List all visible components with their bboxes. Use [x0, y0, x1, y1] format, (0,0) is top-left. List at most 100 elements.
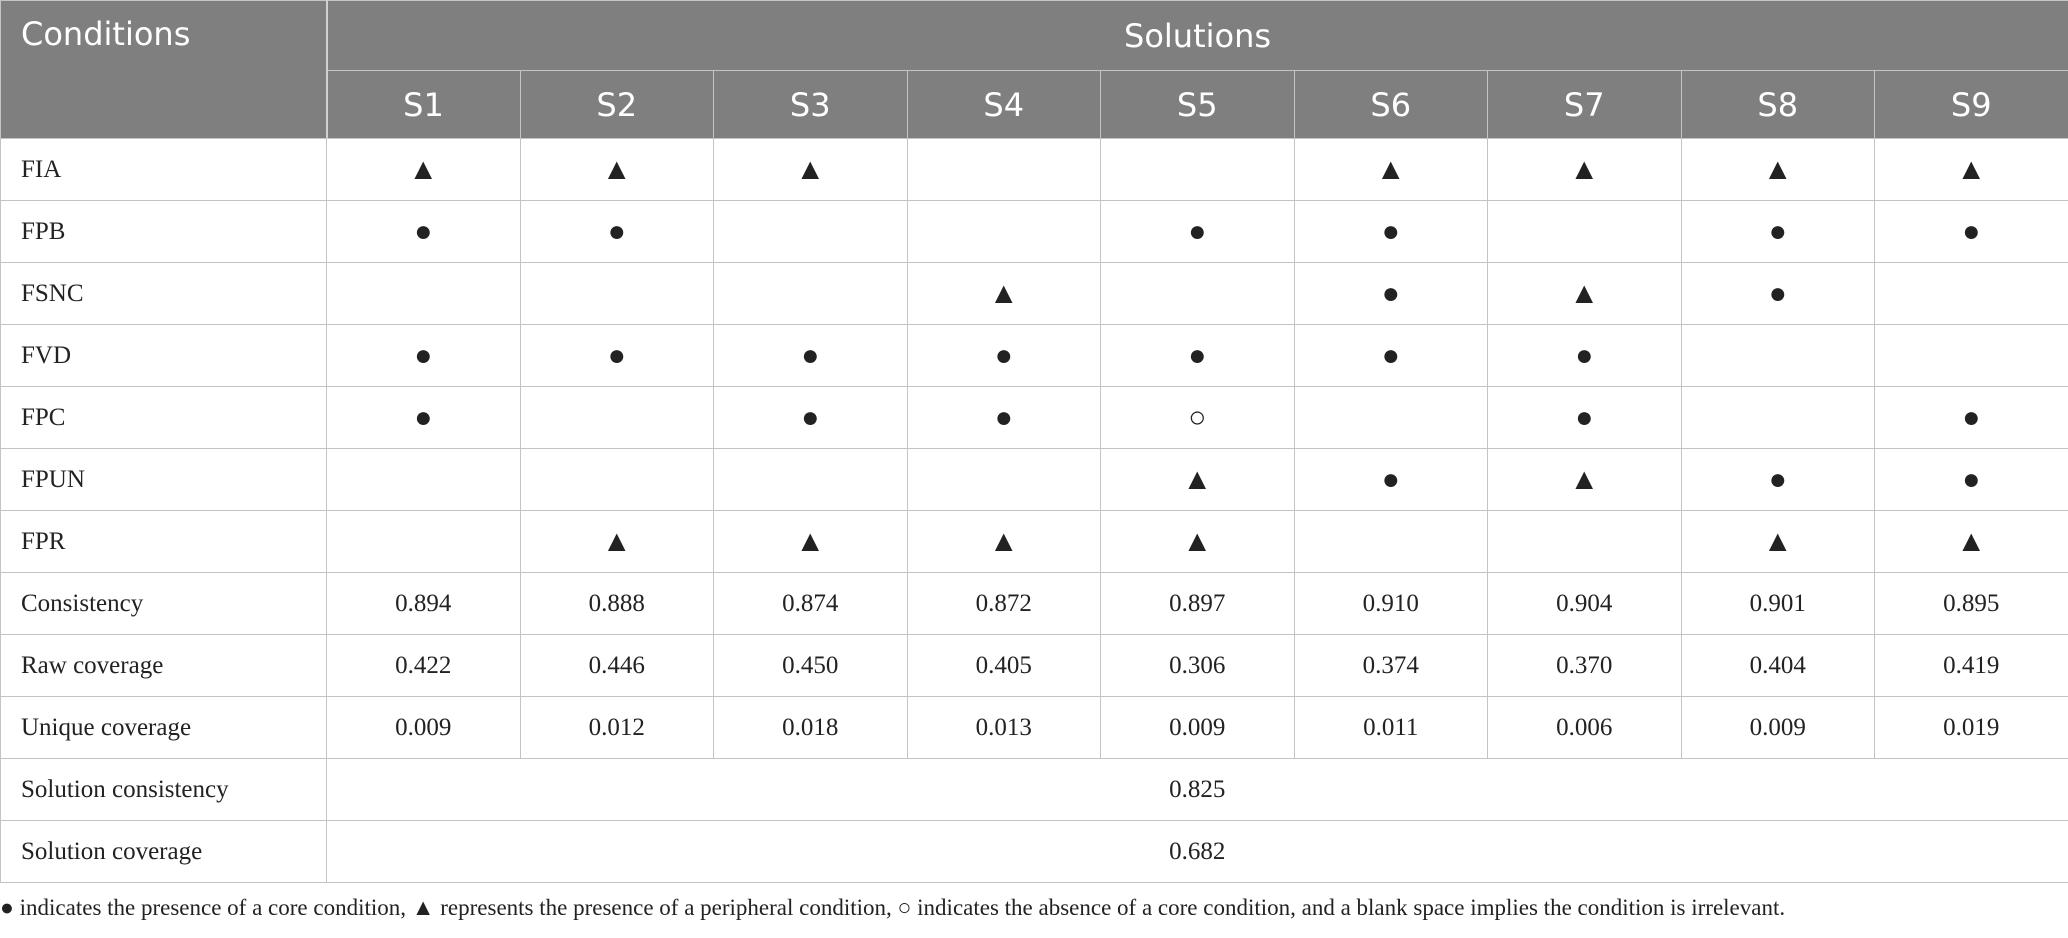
cell: ▲: [326, 138, 521, 201]
column-header: S4: [906, 70, 1101, 139]
cell: 0.910: [1293, 572, 1488, 635]
table-row: FPB ● ● ● ● ● ●: [0, 200, 2068, 263]
cell: ●: [1874, 386, 2068, 449]
cell: 0.009: [1100, 696, 1295, 759]
cell: ●: [519, 324, 714, 387]
cell: 0.904: [1487, 572, 1682, 635]
cell: 0.419: [1874, 634, 2068, 697]
cell: ●: [326, 386, 521, 449]
cell: ▲: [519, 138, 714, 201]
cell: 0.306: [1100, 634, 1295, 697]
empty-cell: [1874, 262, 2068, 325]
column-header: S8: [1680, 70, 1875, 139]
cell: 0.894: [326, 572, 521, 635]
column-header: S2: [519, 70, 714, 139]
empty-cell: [713, 448, 908, 511]
conditions-header: Conditions: [0, 0, 328, 139]
cell: 0.013: [906, 696, 1101, 759]
empty-cell: [1487, 200, 1682, 263]
cell: ●: [1680, 262, 1875, 325]
row-label: Solution consistency: [0, 758, 327, 821]
cell: ▲: [1680, 510, 1875, 573]
cell: 0.405: [906, 634, 1101, 697]
cell: 0.888: [519, 572, 714, 635]
column-header: S5: [1100, 70, 1295, 139]
cell: ●: [1680, 448, 1875, 511]
cell: ●: [1680, 200, 1875, 263]
column-header: S3: [713, 70, 908, 139]
results-table: Conditions Solutions S1 S2 S3 S4 S5 S6 S7 S8 S9 …: [0, 0, 2068, 883]
cell: ○: [1100, 386, 1295, 449]
cell: 0.450: [713, 634, 908, 697]
cell: ▲: [1874, 138, 2068, 201]
summary-value: 0.682: [326, 820, 2068, 883]
column-header: S9: [1874, 70, 2068, 139]
cell: 0.446: [519, 634, 714, 697]
row-label: Raw coverage: [0, 634, 327, 697]
cell: ●: [1100, 324, 1295, 387]
cell: ▲: [1487, 138, 1682, 201]
cell: ▲: [713, 510, 908, 573]
empty-cell: [519, 262, 714, 325]
row-label: Unique coverage: [0, 696, 327, 759]
cell: 0.872: [906, 572, 1101, 635]
empty-cell: [713, 200, 908, 263]
cell: 0.006: [1487, 696, 1682, 759]
empty-cell: [519, 448, 714, 511]
cell: ●: [519, 200, 714, 263]
cell: 0.019: [1874, 696, 2068, 759]
table-row: FPUN ▲ ● ▲ ● ●: [0, 448, 2068, 511]
cell: 0.009: [326, 696, 521, 759]
table-row: Raw coverage 0.422 0.446 0.450 0.405 0.306 0.3…: [0, 634, 2068, 697]
empty-cell: [1874, 324, 2068, 387]
row-label: FPUN: [0, 448, 327, 511]
column-header: S1: [326, 70, 521, 139]
row-label: FPR: [0, 510, 327, 573]
cell: 0.011: [1293, 696, 1488, 759]
cell: 0.895: [1874, 572, 2068, 635]
cell: 0.012: [519, 696, 714, 759]
table-row: FPC ● ● ● ○ ● ●: [0, 386, 2068, 449]
empty-cell: [1293, 510, 1488, 573]
row-label: Consistency: [0, 572, 327, 635]
cell: 0.404: [1680, 634, 1875, 697]
cell: ▲: [1293, 138, 1488, 201]
column-header: S6: [1293, 70, 1488, 139]
cell: ▲: [1680, 138, 1875, 201]
table-row: Consistency 0.894 0.888 0.874 0.872 0.897 0.91…: [0, 572, 2068, 635]
empty-cell: [906, 138, 1101, 201]
cell: ▲: [906, 510, 1101, 573]
cell: ●: [326, 200, 521, 263]
cell: ▲: [519, 510, 714, 573]
empty-cell: [1293, 386, 1488, 449]
row-label: FPB: [0, 200, 327, 263]
footnote: ● indicates the presence of a core condi…: [0, 895, 1786, 920]
cell: ●: [1293, 448, 1488, 511]
cell: 0.901: [1680, 572, 1875, 635]
empty-cell: [1100, 262, 1295, 325]
table-row: Unique coverage 0.009 0.012 0.018 0.013 0.009…: [0, 696, 2068, 759]
cell: 0.370: [1487, 634, 1682, 697]
row-label: FIA: [0, 138, 327, 201]
cell: ▲: [1100, 448, 1295, 511]
empty-cell: [1680, 324, 1875, 387]
table-row: FPR ▲ ▲ ▲ ▲ ▲ ▲: [0, 510, 2068, 573]
empty-cell: [519, 386, 714, 449]
empty-cell: [326, 510, 521, 573]
empty-cell: [713, 262, 908, 325]
empty-cell: [906, 448, 1101, 511]
summary-row: Solution coverage 0.682: [0, 820, 2068, 883]
solutions-header: Solutions: [326, 0, 2068, 71]
cell: ●: [906, 324, 1101, 387]
cell: 0.897: [1100, 572, 1295, 635]
cell: ▲: [1487, 448, 1682, 511]
cell: ●: [326, 324, 521, 387]
cell: 0.422: [326, 634, 521, 697]
row-label: Solution coverage: [0, 820, 327, 883]
cell: ●: [1293, 200, 1488, 263]
column-header: S7: [1487, 70, 1682, 139]
cell: ▲: [906, 262, 1101, 325]
cell: ▲: [1487, 262, 1682, 325]
cell: ●: [1487, 386, 1682, 449]
